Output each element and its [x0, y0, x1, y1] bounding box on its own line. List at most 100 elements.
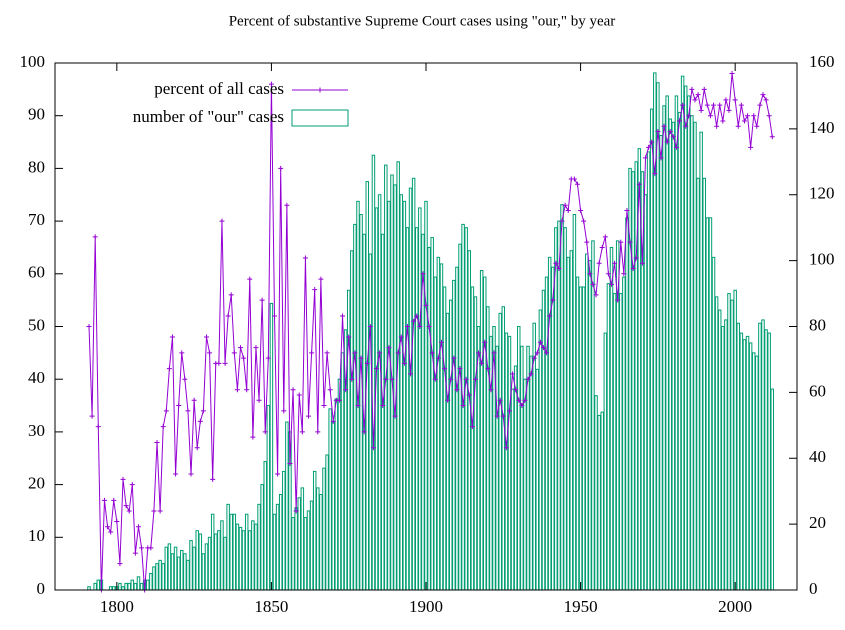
point: [612, 260, 618, 266]
point: [621, 271, 627, 277]
bar: [687, 95, 691, 591]
point: [584, 239, 590, 245]
point: [408, 371, 414, 377]
bar: [244, 513, 249, 591]
bar: [130, 579, 135, 591]
bar: [201, 553, 206, 591]
bar: [566, 256, 570, 591]
point: [238, 345, 243, 351]
bar: [714, 296, 719, 591]
bar: [745, 335, 750, 591]
point: [336, 397, 342, 403]
point: [717, 102, 723, 108]
point: [599, 244, 605, 250]
bar: [127, 582, 131, 591]
point: [745, 113, 751, 119]
y2-tick-label: 80: [809, 315, 826, 334]
point: [123, 503, 129, 509]
bar: [677, 111, 682, 591]
bar: [498, 312, 502, 591]
point: [500, 413, 506, 419]
bar: [483, 276, 487, 591]
point: [200, 408, 206, 414]
point: [432, 376, 438, 382]
bar: [411, 177, 416, 591]
bar: [254, 523, 258, 591]
point: [435, 355, 441, 361]
bar: [266, 405, 271, 591]
bar: [124, 582, 128, 591]
point: [571, 176, 577, 182]
point: [615, 297, 621, 303]
point: [139, 545, 145, 551]
bar: [220, 520, 224, 591]
bar: [606, 283, 611, 591]
bar: [300, 487, 305, 591]
bar: [557, 220, 561, 591]
bar: [758, 322, 762, 591]
bar: [427, 246, 431, 591]
bar: [588, 260, 592, 591]
point: [414, 313, 420, 319]
point: [565, 208, 571, 214]
point: [757, 102, 763, 108]
point: [364, 360, 370, 366]
point: [404, 324, 410, 329]
point: [590, 281, 596, 287]
point: [482, 339, 488, 345]
point: [442, 366, 448, 372]
point: [506, 408, 512, 414]
point: [760, 92, 766, 98]
bar: [696, 177, 700, 591]
point: [207, 350, 213, 356]
point: [89, 413, 95, 419]
y2-tick-label: 40: [809, 447, 826, 466]
y-tick-label: 90: [28, 105, 45, 124]
bar: [569, 250, 574, 591]
bar: [405, 227, 410, 591]
point: [457, 366, 463, 372]
bar: [173, 546, 178, 591]
bar: [399, 194, 404, 591]
point: [151, 508, 157, 514]
legend-label: percent of all cases: [154, 79, 284, 98]
point: [605, 271, 611, 277]
point: [367, 324, 373, 329]
point: [636, 181, 642, 187]
bar: [751, 352, 756, 591]
bar: [504, 332, 509, 591]
legend-point: [317, 87, 323, 93]
bar: [278, 493, 283, 591]
point: [222, 360, 228, 366]
bar: [705, 217, 710, 591]
point: [259, 297, 265, 303]
point: [469, 424, 475, 430]
point: [550, 297, 556, 303]
bar: [176, 556, 181, 591]
bar: [612, 293, 617, 591]
bar: [180, 549, 184, 591]
point: [720, 118, 726, 124]
point: [714, 123, 720, 129]
bar: [739, 332, 744, 591]
bar: [430, 237, 434, 591]
point: [763, 97, 769, 103]
y-tick-label: 20: [28, 474, 45, 493]
point: [664, 139, 670, 145]
bar: [668, 118, 672, 591]
point: [154, 439, 160, 445]
point: [559, 218, 565, 224]
point: [503, 445, 509, 451]
point: [188, 471, 194, 477]
bar: [748, 342, 753, 591]
bar: [436, 256, 441, 591]
point: [627, 239, 633, 245]
bar: [424, 200, 428, 591]
point: [618, 239, 624, 245]
y-tick-label: 60: [28, 263, 45, 282]
bar: [251, 520, 255, 591]
point: [472, 376, 478, 382]
bar: [223, 536, 227, 591]
point: [389, 376, 395, 382]
point: [429, 350, 435, 356]
